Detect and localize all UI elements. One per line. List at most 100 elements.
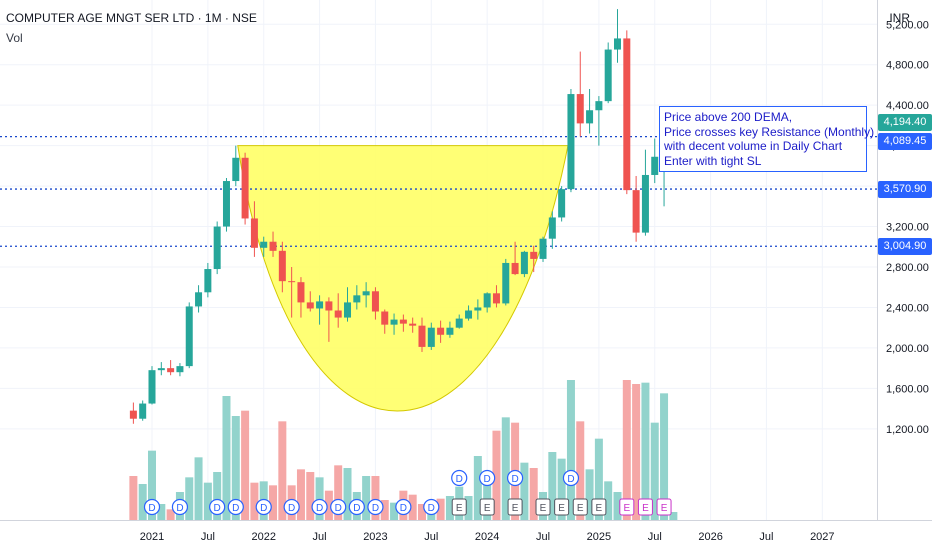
volume-bar bbox=[641, 382, 650, 520]
earnings-marker[interactable] bbox=[479, 498, 495, 516]
volume-bar bbox=[585, 469, 594, 520]
dividend-marker[interactable] bbox=[506, 469, 524, 487]
earnings-marker[interactable] bbox=[591, 498, 607, 516]
dividend-marker[interactable] bbox=[227, 498, 244, 516]
time-tick-label: 2024 bbox=[475, 531, 499, 543]
candle-body bbox=[520, 251, 528, 275]
earnings-marker[interactable] bbox=[619, 498, 635, 516]
earnings-marker[interactable] bbox=[572, 498, 588, 516]
candle-body bbox=[455, 318, 463, 328]
dividend-marker[interactable] bbox=[311, 498, 328, 516]
dividend-marker[interactable] bbox=[171, 498, 189, 516]
volume-bar bbox=[632, 384, 641, 520]
event-markers[interactable]: D D D D D D D D D D D D E E E E E E E E E ED D D D bbox=[143, 469, 672, 516]
candle-body bbox=[492, 293, 500, 304]
time-tick-label: Jul bbox=[759, 531, 773, 543]
volume-bar bbox=[371, 476, 380, 520]
dividend-marker[interactable] bbox=[562, 469, 580, 487]
price-tick-label: 2,400.00 bbox=[886, 302, 929, 314]
dividend-marker[interactable] bbox=[348, 498, 365, 516]
marker-label: D bbox=[335, 503, 342, 514]
candle-body bbox=[511, 262, 519, 275]
candle-body bbox=[595, 101, 603, 111]
candle-body bbox=[399, 319, 407, 324]
earnings-marker[interactable] bbox=[535, 498, 551, 516]
volume-bar bbox=[576, 421, 585, 520]
candle-body bbox=[139, 403, 147, 419]
symbol-title[interactable]: COMPUTER AGE MNGT SER LTD · 1M · NSE bbox=[6, 11, 257, 25]
earnings-marker[interactable] bbox=[554, 498, 570, 516]
price-label-badge[interactable]: 4,089.45 bbox=[878, 132, 932, 150]
dividend-marker[interactable] bbox=[451, 469, 468, 487]
dividend-marker[interactable] bbox=[143, 498, 161, 516]
time-axis[interactable]: 2021 Jul 2022 Jul 2023 Jul 2024 Jul 2025 Jul 2026 J… bbox=[140, 531, 835, 543]
marker-label: D bbox=[353, 503, 360, 514]
volume-indicator-label[interactable]: Vol bbox=[6, 31, 23, 45]
price-tick-label: 2,000.00 bbox=[886, 343, 929, 355]
cup-pattern-drawing[interactable] bbox=[237, 145, 569, 412]
candle-body bbox=[641, 174, 649, 233]
price-label-badge[interactable]: 3,004.90 bbox=[878, 237, 932, 255]
dividend-marker[interactable] bbox=[330, 498, 347, 516]
price-tick-label: 3,200.00 bbox=[886, 222, 929, 234]
candle-body bbox=[288, 281, 296, 283]
dividend-marker[interactable] bbox=[209, 498, 226, 516]
candle-body bbox=[465, 310, 473, 319]
marker-label: D bbox=[456, 474, 463, 485]
candle-body bbox=[418, 325, 426, 347]
candle-body bbox=[213, 226, 221, 270]
marker-label: D bbox=[148, 503, 155, 514]
dividend-marker[interactable] bbox=[479, 469, 496, 487]
volume-bar bbox=[501, 417, 510, 520]
price-axis[interactable]: 5,200.004,800.004,400.004,000.003,600.00… bbox=[886, 19, 929, 436]
marker-label: D bbox=[176, 503, 183, 514]
volume-bar bbox=[520, 462, 529, 520]
dividend-marker[interactable] bbox=[283, 498, 300, 516]
candle-body bbox=[334, 310, 342, 318]
marker-label: E bbox=[456, 503, 463, 514]
candle-body bbox=[502, 262, 510, 304]
earnings-marker[interactable] bbox=[656, 498, 672, 516]
dividend-marker[interactable] bbox=[395, 498, 412, 516]
earnings-marker[interactable] bbox=[637, 498, 653, 516]
currency-label[interactable]: INR bbox=[889, 11, 910, 25]
volume-bar bbox=[315, 477, 324, 520]
volume-bar bbox=[473, 456, 482, 520]
price-label-badge[interactable]: 3,570.90 bbox=[878, 180, 932, 198]
volume-bar bbox=[241, 410, 250, 520]
earnings-marker[interactable] bbox=[451, 498, 467, 516]
candle-body bbox=[390, 319, 398, 325]
candle-body bbox=[176, 366, 184, 373]
time-tick-label: Jul bbox=[648, 531, 662, 543]
volume-bar bbox=[492, 430, 501, 520]
candle-body bbox=[446, 327, 454, 335]
volume-bar bbox=[660, 393, 669, 520]
price-label-badge[interactable]: 4,194.40 bbox=[878, 113, 932, 131]
marker-label: D bbox=[232, 503, 239, 514]
marker-label: E bbox=[623, 503, 630, 514]
dividend-marker[interactable] bbox=[423, 498, 440, 516]
candle-body bbox=[576, 94, 584, 124]
candle-body bbox=[232, 157, 240, 182]
candle-body bbox=[167, 368, 175, 373]
dividend-marker[interactable] bbox=[367, 498, 384, 516]
candle-body bbox=[474, 307, 482, 311]
dividend-marker[interactable] bbox=[255, 498, 272, 516]
volume-bar bbox=[278, 421, 287, 520]
annotation-note[interactable]: Price above 200 DEMA, Price crosses key … bbox=[659, 106, 874, 172]
marker-label: E bbox=[558, 503, 565, 514]
volume-bar bbox=[296, 469, 305, 520]
earnings-marker[interactable] bbox=[507, 498, 523, 516]
price-tick-label: 4,400.00 bbox=[886, 100, 929, 112]
volume-bar bbox=[148, 450, 156, 520]
time-tick-label: 2027 bbox=[810, 531, 834, 543]
marker-label: E bbox=[577, 503, 584, 514]
time-tick-label: Jul bbox=[201, 531, 215, 543]
candle-body bbox=[623, 38, 631, 191]
time-tick-label: Jul bbox=[313, 531, 327, 543]
marker-label: E bbox=[540, 503, 547, 514]
volume-bar bbox=[362, 476, 371, 520]
time-tick-label: 2023 bbox=[363, 531, 387, 543]
